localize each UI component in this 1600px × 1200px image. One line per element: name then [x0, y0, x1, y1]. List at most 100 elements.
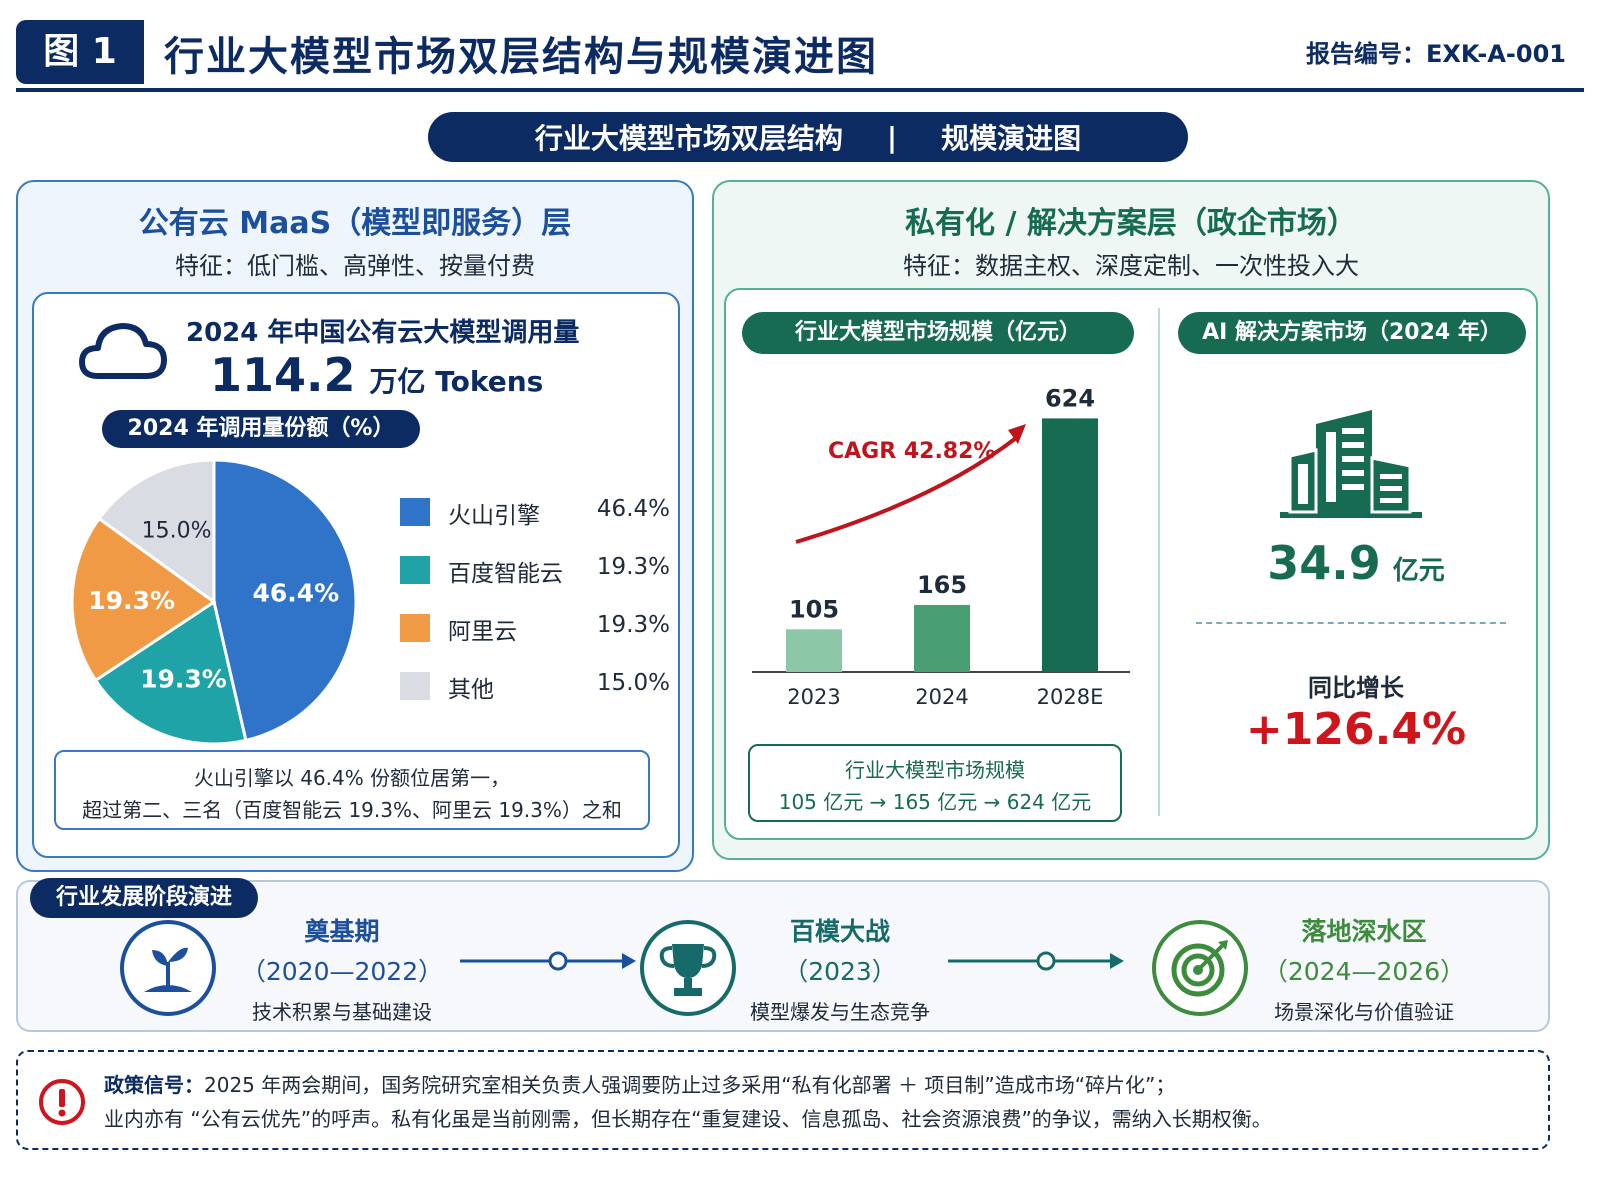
dashed-divider	[1196, 622, 1506, 624]
cagr-arrow	[795, 436, 1018, 544]
market-scale-line1: 行业大模型市场规模	[845, 758, 1025, 782]
subtitle-banner: 行业大模型市场双层结构 | 规模演进图	[428, 112, 1188, 162]
legend-value: 46.4%	[596, 496, 670, 522]
ai-solution-number: 34.9	[1267, 536, 1381, 590]
public-cloud-panel: 公有云 MaaS（模型即服务）层 特征：低门槛、高弹性、按量付费 2024 年中…	[16, 180, 694, 872]
calls-number: 114.2	[210, 348, 356, 402]
market-size-bar-chart: 105 2023 165 2024 624 2028E CAGR 42.82%	[752, 384, 1130, 709]
share-note: 火山引擎以 46.4% 份额位居第一， 超过第二、三名（百度智能云 19.3%、…	[54, 750, 650, 830]
calls-value: 114.2 万亿 Tokens	[210, 348, 543, 402]
page-title: 行业大模型市场双层结构与规模演进图	[164, 34, 878, 80]
stage-1-name: 奠基期	[304, 917, 380, 946]
stages-title: 行业发展阶段演进	[30, 878, 258, 918]
legend-swatch	[400, 556, 430, 584]
subtitle-separator: |	[886, 120, 898, 154]
legend-value: 19.3%	[596, 612, 670, 638]
policy-signal: 政策信号：2025 年两会期间，国务院研究室相关负责人强调要防止过多采用“私有化…	[16, 1050, 1550, 1150]
bar-value-label: 105	[789, 595, 839, 623]
legend-label: 其他	[448, 677, 494, 703]
legend-item: 阿里云 19.3%	[400, 610, 670, 645]
share-pie-chart: 46.4% 19.3% 19.3% 15.0%	[70, 458, 358, 746]
x-tick-label: 2024	[915, 685, 968, 709]
legend-swatch	[400, 498, 430, 526]
sprout-icon	[120, 920, 216, 1016]
trophy-icon	[640, 920, 736, 1016]
cloud-icon	[79, 323, 167, 379]
legend-label: 火山引擎	[448, 503, 540, 529]
report-number: 报告编号：EXK-A-001	[1305, 40, 1566, 68]
pie-slice	[97, 458, 216, 605]
stage-2: 百模大战 （2023） 模型爆发与生态竞争	[710, 912, 970, 1025]
cagr-label: CAGR 42.82%	[828, 439, 995, 464]
calls-title: 2024 年中国公有云大模型调用量	[186, 318, 580, 348]
bar	[914, 604, 970, 672]
cagr-arrowhead	[1008, 424, 1026, 444]
header: 图 1 行业大模型市场双层结构与规模演进图 报告编号：EXK-A-001	[16, 18, 1584, 92]
yoy-value: +126.4%	[1245, 704, 1467, 755]
share-note-line2: 超过第二、三名（百度智能云 19.3%、阿里云 19.3%）之和	[82, 798, 622, 822]
building-icon	[1280, 410, 1422, 518]
bar	[1042, 418, 1098, 672]
pie-slice	[93, 599, 248, 746]
pie-slice	[212, 458, 358, 743]
bar	[786, 629, 842, 672]
legend-label: 百度智能云	[448, 561, 563, 587]
pie-slice	[70, 516, 217, 683]
policy-label: 政策信号：	[104, 1073, 204, 1097]
public-cloud-feature: 特征：低门槛、高弹性、按量付费	[175, 252, 535, 280]
private-solution-title: 私有化 / 解决方案层（政企市场）	[905, 206, 1357, 241]
policy-line2: 业内亦有 “公有云优先”的呼声。私有化虽是当前刚需，但长期存在“重复建设、信息孤…	[104, 1107, 1272, 1131]
ai-solution-value: 34.9 亿元	[1186, 536, 1526, 590]
private-solution-feature: 特征：数据主权、深度定制、一次性投入大	[903, 252, 1359, 280]
subtitle-left: 行业大模型市场双层结构	[534, 122, 843, 155]
policy-line1-text: 2025 年两会期间，国务院研究室相关负责人强调要防止过多采用“私有化部署 ＋ …	[204, 1073, 1176, 1097]
stage-2-period: （2023）	[783, 957, 897, 986]
x-tick-label: 2023	[787, 685, 840, 709]
arrow-stage-1-to-2	[460, 951, 636, 971]
figure-label: 图 1	[16, 20, 144, 84]
stage-3-name: 落地深水区	[1301, 917, 1427, 946]
alert-icon	[39, 1079, 85, 1125]
market-size-title: 行业大模型市场规模（亿元）	[742, 312, 1134, 354]
pie-slice-label: 19.3%	[140, 664, 227, 693]
pie-slice-label: 19.3%	[88, 586, 175, 615]
stage-3-period: （2024—2026）	[1262, 957, 1466, 986]
market-scale-summary: 行业大模型市场规模 105 亿元 → 165 亿元 → 624 亿元	[748, 744, 1122, 822]
stage-3: 落地深水区 （2024—2026） 场景深化与价值验证	[1234, 912, 1494, 1025]
bar-value-label: 624	[1045, 384, 1095, 412]
stage-1: 奠基期 （2020—2022） 技术积累与基础建设	[212, 912, 472, 1025]
stage-1-period: （2020—2022）	[240, 957, 444, 986]
pie-slice-label: 46.4%	[252, 579, 339, 608]
stage-2-desc: 模型爆发与生态竞争	[750, 1000, 930, 1024]
private-solution-panel: 私有化 / 解决方案层（政企市场） 特征：数据主权、深度定制、一次性投入大 行业…	[712, 180, 1550, 860]
private-solution-card: 行业大模型市场规模（亿元） 105 2023 165 2024 624 2028E CAGR…	[724, 288, 1538, 840]
legend-value: 19.3%	[596, 554, 670, 580]
header-divider	[16, 88, 1584, 92]
vertical-divider	[1158, 308, 1160, 816]
legend-item: 火山引擎 46.4%	[400, 494, 670, 529]
x-tick-label: 2028E	[1037, 685, 1104, 709]
share-title: 2024 年调用量份额（%）	[102, 410, 420, 448]
market-scale-line2: 105 亿元 → 165 亿元 → 624 亿元	[778, 790, 1092, 814]
pie-slice-label: 15.0%	[142, 519, 212, 544]
policy-text: 政策信号：2025 年两会期间，国务院研究室相关负责人强调要防止过多采用“私有化…	[104, 1068, 1272, 1136]
industry-stages: 行业发展阶段演进 奠基期 （2020—2022） 技术积累与基础建设 百模大战 …	[16, 878, 1550, 1032]
legend-item: 其他 15.0%	[400, 668, 670, 703]
stage-3-desc: 场景深化与价值验证	[1274, 1000, 1454, 1024]
ai-solution-unit: 亿元	[1392, 556, 1445, 586]
legend-swatch	[400, 614, 430, 642]
public-cloud-title: 公有云 MaaS（模型即服务）层	[138, 206, 572, 241]
public-cloud-card: 2024 年中国公有云大模型调用量 114.2 万亿 Tokens 2024 年调…	[32, 292, 680, 858]
bar-value-label: 165	[917, 571, 967, 599]
legend-label: 阿里云	[448, 619, 517, 645]
policy-line1: 政策信号：2025 年两会期间，国务院研究室相关负责人强调要防止过多采用“私有化…	[104, 1068, 1272, 1102]
stage-2-name: 百模大战	[789, 917, 890, 946]
legend-value: 15.0%	[596, 670, 670, 696]
stage-1-desc: 技术积累与基础建设	[252, 1000, 432, 1024]
subtitle-right: 规模演进图	[941, 122, 1082, 155]
share-note-line1: 火山引擎以 46.4% 份额位居第一，	[193, 766, 511, 790]
arrow-stage-2-to-3	[948, 951, 1124, 971]
ai-solution-title: AI 解决方案市场（2024 年）	[1178, 312, 1526, 354]
legend-item: 百度智能云 19.3%	[400, 552, 670, 587]
legend-swatch	[400, 672, 430, 700]
